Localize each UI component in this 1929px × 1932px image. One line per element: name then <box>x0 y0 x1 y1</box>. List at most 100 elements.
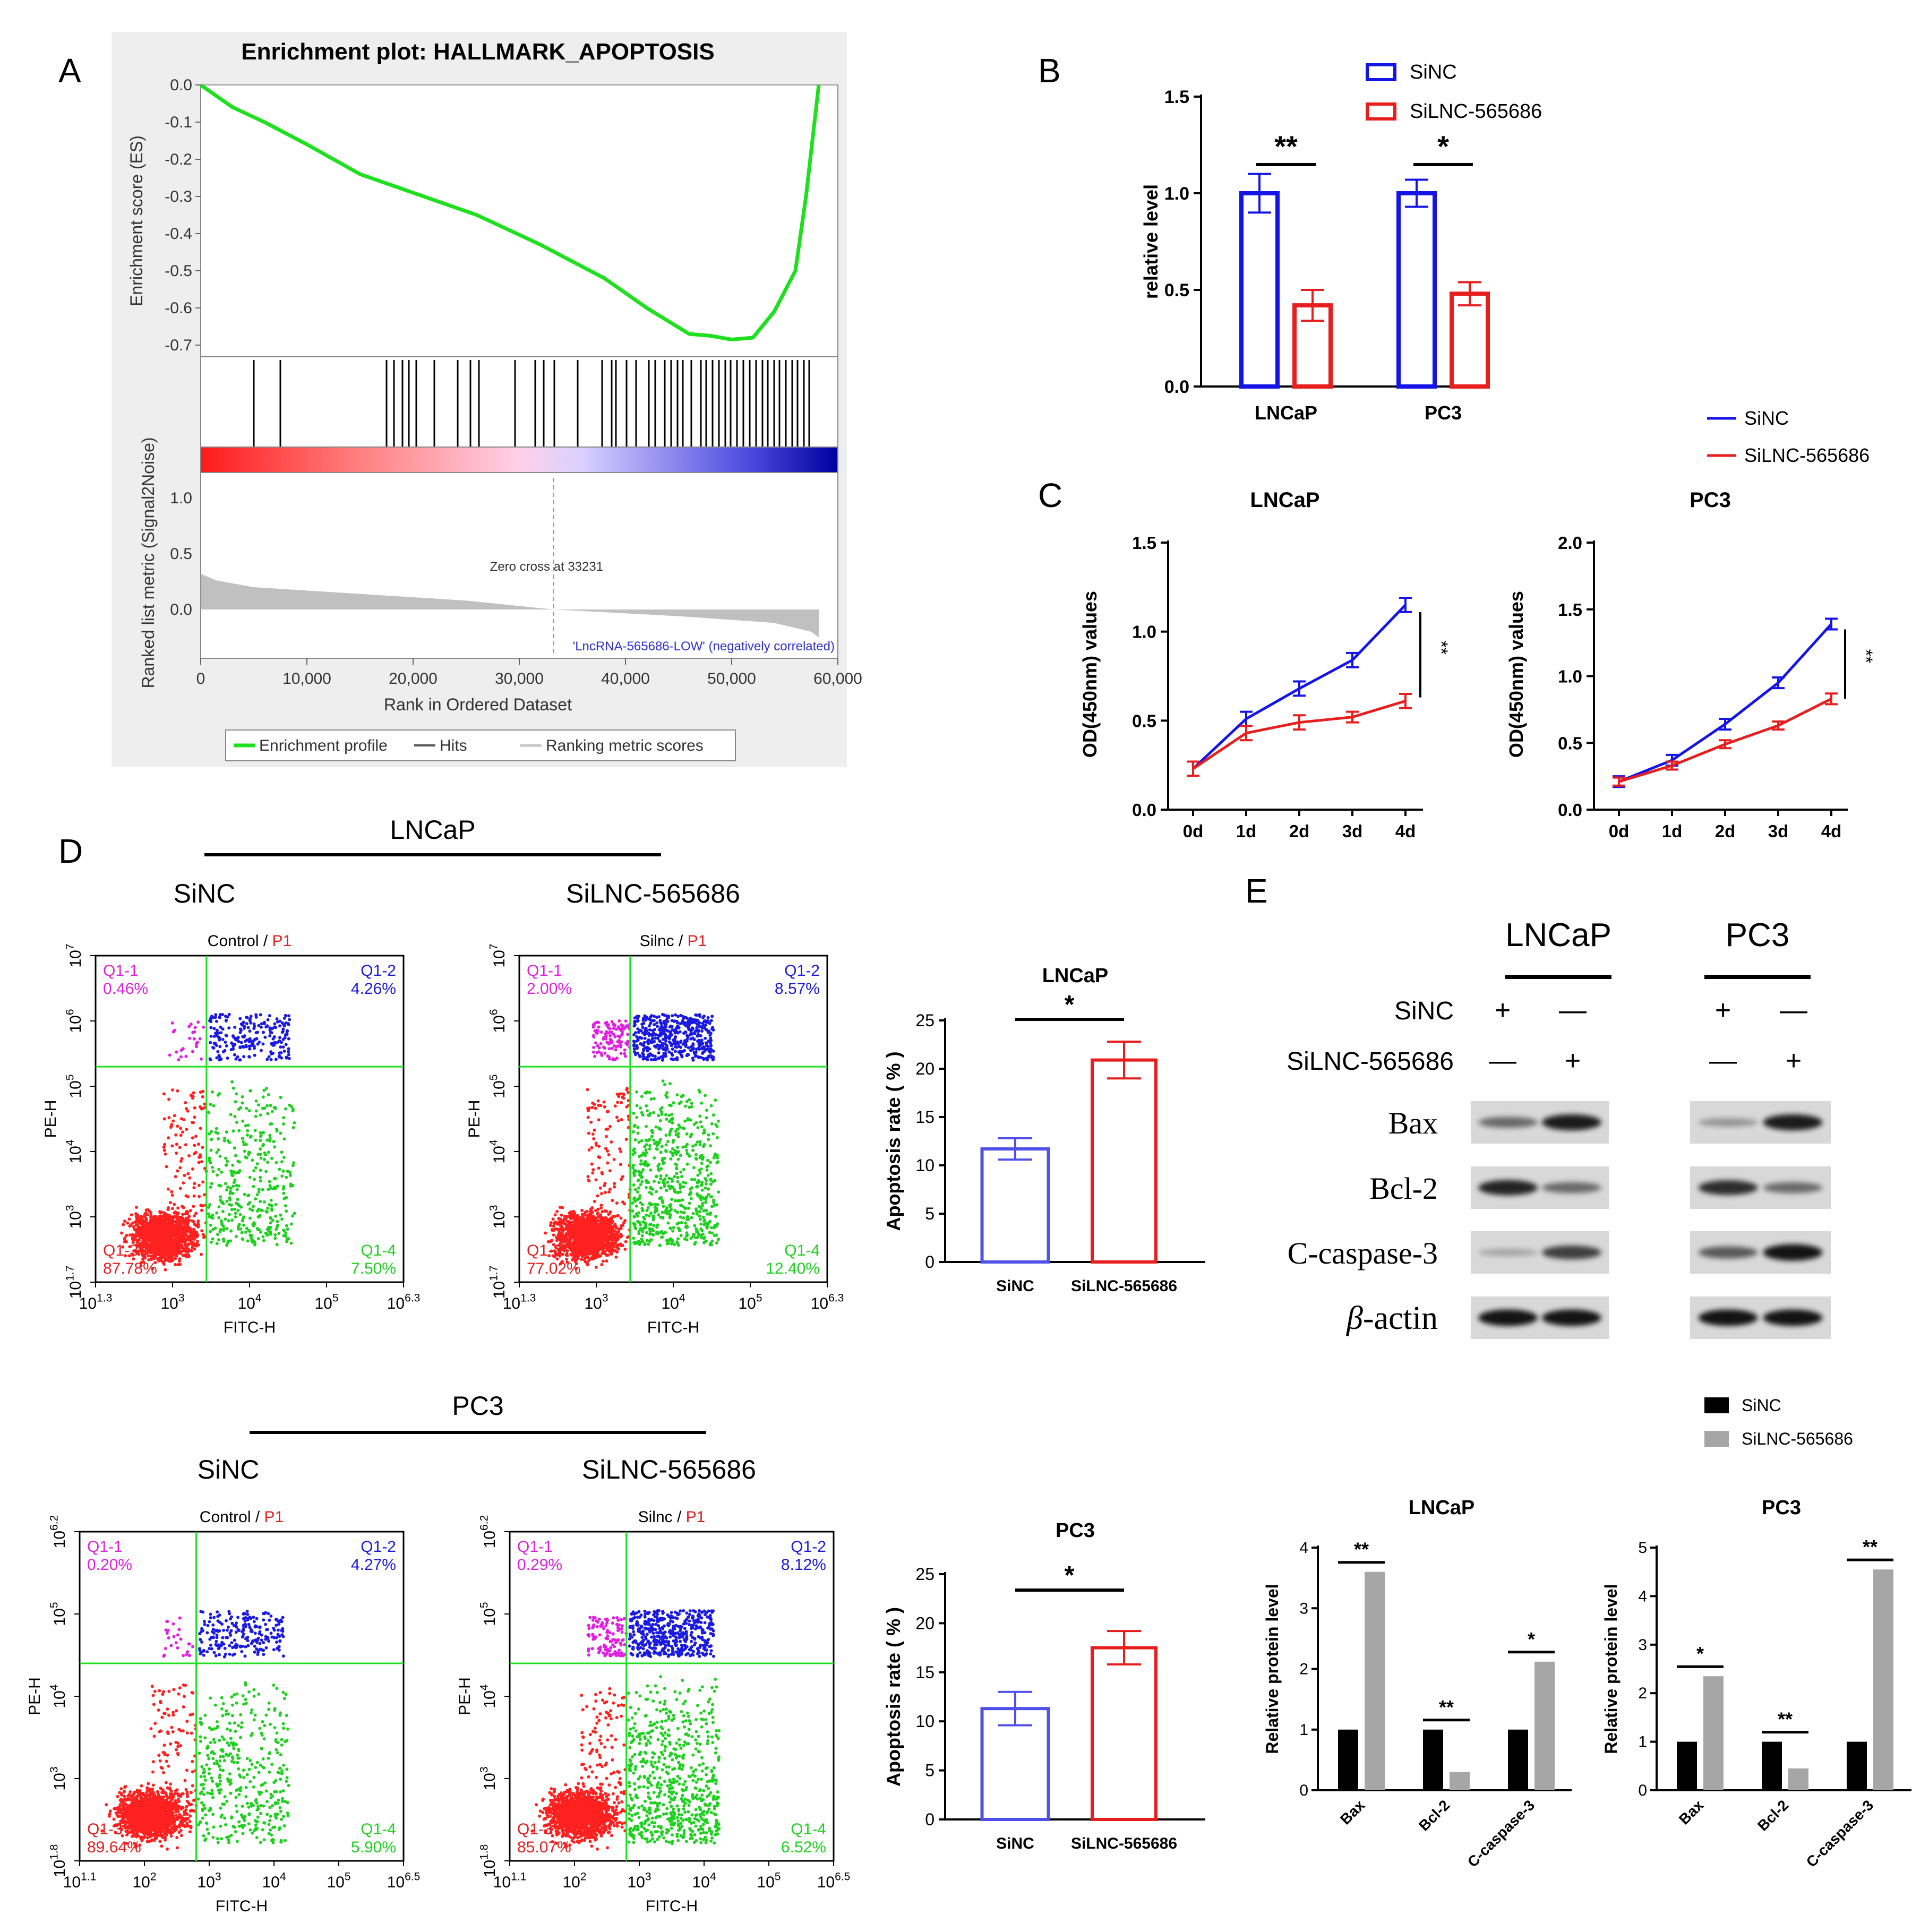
flow-dot <box>280 1160 284 1164</box>
flow-dot <box>235 1121 238 1124</box>
flow-dot <box>176 1246 179 1249</box>
flow-dot <box>709 1182 713 1186</box>
flow-dot <box>217 1035 220 1039</box>
flow-dot <box>175 1152 178 1155</box>
flow-dot <box>273 1041 277 1044</box>
flow-dot <box>163 1232 167 1235</box>
flow-dot <box>218 1154 222 1158</box>
flow-dot <box>701 1201 705 1205</box>
flow-dot <box>260 1022 263 1026</box>
flow-dot <box>239 1205 243 1209</box>
flow-dot <box>676 1031 680 1035</box>
flow-dot <box>644 1029 647 1033</box>
flow-dot <box>161 1224 165 1228</box>
flow-dot <box>655 1147 659 1151</box>
flow-dot <box>254 1166 258 1170</box>
flow-dot <box>668 1216 672 1220</box>
flow-dot <box>157 1216 160 1220</box>
flow-dot <box>193 1026 197 1029</box>
flow-dot <box>178 1146 182 1149</box>
y-tick-label: 0.5 <box>1558 733 1582 753</box>
legend-sinc-label: SiNC <box>1410 61 1457 83</box>
es-tick-label: 0.0 <box>170 76 192 94</box>
flow-dot <box>268 1180 271 1183</box>
flow-dot <box>555 1209 559 1213</box>
flow-dot <box>659 1235 663 1239</box>
flow-dot <box>711 1113 715 1117</box>
flow-dot <box>640 1175 644 1179</box>
flow-dot <box>631 1148 635 1152</box>
flow-dot <box>690 1026 694 1030</box>
flow-dot <box>549 1221 553 1225</box>
flow-dot <box>641 1168 645 1171</box>
series-line-SiLNC-565686 <box>1192 700 1406 770</box>
flow-dot <box>649 1212 653 1215</box>
flow-dot <box>150 1223 154 1226</box>
flow-dot <box>715 1136 719 1139</box>
flow-dot <box>161 1221 165 1225</box>
flow-dot <box>248 1037 252 1041</box>
flow-dot <box>653 1023 656 1026</box>
flow-dot <box>579 1248 583 1251</box>
flow-dot <box>182 1181 185 1185</box>
flow-dot <box>642 1021 646 1025</box>
flow-dot <box>152 1257 156 1260</box>
condition-label: SiNC <box>174 879 236 908</box>
flow-dot <box>179 1250 183 1253</box>
flow-dot <box>663 1021 667 1025</box>
flow-dot <box>200 1160 203 1164</box>
flow-dot <box>244 1045 248 1049</box>
flow-dot <box>253 1222 256 1226</box>
flow-dot <box>226 1185 230 1189</box>
q3-name: Q1-3 <box>103 1242 139 1259</box>
flow-dot <box>693 1054 697 1058</box>
flow-dot <box>239 1041 243 1044</box>
flow-dot <box>225 1227 229 1231</box>
flow-dot <box>662 1179 665 1182</box>
flow-dot <box>688 1105 691 1109</box>
flow-dot <box>160 1236 164 1240</box>
flow-dot <box>684 1016 688 1019</box>
flow-dot <box>560 1213 563 1217</box>
flow-dot <box>178 1166 182 1170</box>
x-axis-label: FITC-H <box>224 1319 276 1336</box>
flow-dot <box>698 1024 701 1028</box>
flow-dot <box>282 1185 286 1189</box>
flow-dot <box>241 1219 244 1223</box>
flow-dot <box>652 1097 656 1101</box>
flow-dot <box>226 1160 229 1163</box>
flow-dot <box>650 1037 654 1041</box>
flow-dot <box>281 1169 285 1173</box>
flow-dot <box>173 1211 176 1215</box>
flow-dot <box>614 1226 618 1230</box>
x-tick-label: 1d <box>1662 821 1683 841</box>
flow-dot <box>282 1016 286 1020</box>
flow-dot <box>657 1114 661 1118</box>
flow-dot <box>688 1192 691 1196</box>
flow-dot <box>177 1058 181 1062</box>
flow-dot <box>631 1166 635 1170</box>
flow-dot <box>573 1244 576 1248</box>
flow-dot <box>268 1139 271 1143</box>
flow-dot <box>571 1236 575 1240</box>
flow-dot <box>638 1035 641 1039</box>
flow-dot <box>698 1210 701 1214</box>
flow-dot <box>636 1126 640 1129</box>
flow-plot: Silnc / P1Q1-12.00%Q1-28.57%Q1-377.02%Q1… <box>466 932 844 1336</box>
flow-dot <box>597 1046 601 1050</box>
x-tick-label: 3d <box>1342 821 1363 841</box>
tick-label: 105 <box>64 1074 85 1098</box>
flow-dot <box>645 1213 648 1217</box>
flow-dot <box>196 1222 200 1225</box>
flow-dot <box>209 1223 212 1227</box>
flow-dot <box>583 1213 587 1216</box>
flow-dot <box>230 1218 234 1222</box>
flow-dot <box>147 1254 150 1258</box>
flow-dot <box>278 1036 281 1040</box>
flow-dot <box>259 1135 263 1138</box>
flow-dot <box>649 1058 653 1061</box>
flow-dot <box>700 1026 704 1029</box>
flow-dot <box>571 1241 575 1245</box>
flow-dot <box>708 1054 712 1058</box>
flow-dot <box>697 1088 701 1092</box>
